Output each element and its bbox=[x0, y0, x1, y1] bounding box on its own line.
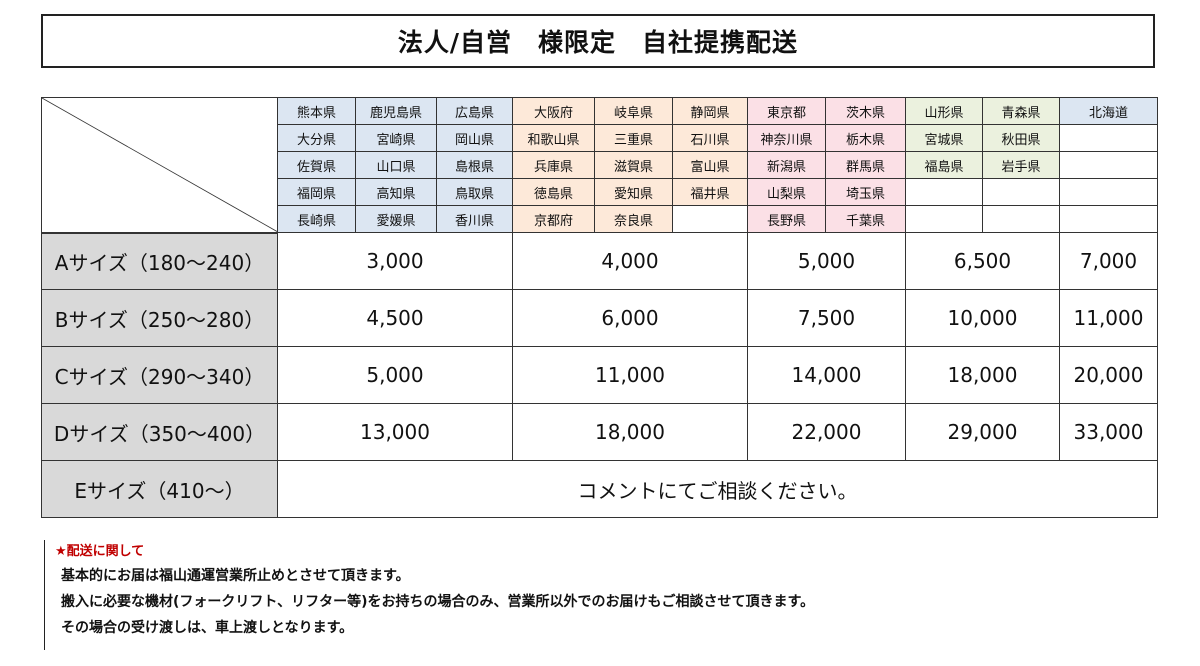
price-cell: 11,000 bbox=[1059, 289, 1158, 347]
prefecture-cell: 宮崎県 bbox=[355, 124, 437, 152]
prefecture-cell: 長崎県 bbox=[277, 205, 356, 233]
price-cell: 20,000 bbox=[1059, 346, 1158, 404]
prefecture-cell bbox=[982, 205, 1060, 233]
prefecture-cell: 福岡県 bbox=[277, 178, 356, 206]
price-cell: 11,000 bbox=[512, 346, 748, 404]
prefecture-cell: 佐賀県 bbox=[277, 151, 356, 179]
prefecture-cell: 山口県 bbox=[355, 151, 437, 179]
size-label: Aサイズ（180～240） bbox=[41, 232, 278, 290]
notes-line: 搬入に必要な機材(フォークリフト、リフター等)をお持ちの場合のみ、営業所以外での… bbox=[61, 594, 815, 610]
prefecture-cell: 福島県 bbox=[905, 151, 983, 179]
prefecture-cell: 東京都 bbox=[747, 97, 826, 125]
prefecture-cell: 香川県 bbox=[436, 205, 513, 233]
prefecture-cell: 茨木県 bbox=[825, 97, 906, 125]
prefecture-cell: 愛知県 bbox=[594, 178, 673, 206]
prefecture-cell bbox=[672, 205, 748, 233]
price-cell: 33,000 bbox=[1059, 403, 1158, 461]
prefecture-cell: 滋賀県 bbox=[594, 151, 673, 179]
prefecture-cell: 兵庫県 bbox=[512, 151, 595, 179]
prefecture-cell: 秋田県 bbox=[982, 124, 1060, 152]
prefecture-cell: 新潟県 bbox=[747, 151, 826, 179]
notes-line: その場合の受け渡しは、車上渡しとなります。 bbox=[61, 620, 354, 636]
prefecture-row: 熊本県 鹿児島県 広島県 大阪府 岐阜県 静岡県 東京都 茨木県 山形県 青森県 北海道 bbox=[41, 97, 1158, 234]
prefecture-cell bbox=[1059, 124, 1158, 152]
prefecture-cell: 栃木県 bbox=[825, 124, 906, 152]
price-cell: 18,000 bbox=[905, 346, 1060, 404]
prefecture-cell: 福井県 bbox=[672, 178, 748, 206]
price-cell: 4,500 bbox=[277, 289, 513, 347]
shipping-notes: ★配送に関して 基本的にお届は福山通運営業所止めとさせて頂きます。 搬入に必要な… bbox=[44, 540, 1044, 650]
price-cell: 13,000 bbox=[277, 403, 513, 461]
prefecture-cell: 群馬県 bbox=[825, 151, 906, 179]
prefecture-cell: 石川県 bbox=[672, 124, 748, 152]
prefecture-cell bbox=[982, 178, 1060, 206]
price-cell: 6,000 bbox=[512, 289, 748, 347]
prefecture-cell: 島根県 bbox=[436, 151, 513, 179]
prefecture-cell: 大阪府 bbox=[512, 97, 595, 125]
prefecture-cell: 和歌山県 bbox=[512, 124, 595, 152]
prefecture-cell: 三重県 bbox=[594, 124, 673, 152]
prefecture-cell: 岐阜県 bbox=[594, 97, 673, 125]
prefecture-cell: 千葉県 bbox=[825, 205, 906, 233]
diagonal-divider bbox=[42, 98, 277, 232]
price-cell: 29,000 bbox=[905, 403, 1060, 461]
prefecture-cell: 神奈川県 bbox=[747, 124, 826, 152]
size-label: Eサイズ（410～） bbox=[41, 460, 278, 518]
price-cell: 7,000 bbox=[1059, 232, 1158, 290]
prefecture-cell: 埼玉県 bbox=[825, 178, 906, 206]
prefecture-cell: 鳥取県 bbox=[436, 178, 513, 206]
price-cell: 3,000 bbox=[277, 232, 513, 290]
prefecture-cell: 愛媛県 bbox=[355, 205, 437, 233]
price-cell: 4,000 bbox=[512, 232, 748, 290]
size-row: Cサイズ（290～340） 5,000 11,000 14,000 18,000 20,0… bbox=[41, 346, 1158, 404]
size-label: Cサイズ（290～340） bbox=[41, 346, 278, 404]
notes-heading: ★配送に関して bbox=[55, 544, 145, 559]
prefecture-cell: 青森県 bbox=[982, 97, 1060, 125]
prefecture-cell: 山形県 bbox=[905, 97, 983, 125]
size-label: Bサイズ（250～280） bbox=[41, 289, 278, 347]
prefecture-cell bbox=[1059, 178, 1158, 206]
prefecture-cell bbox=[905, 178, 983, 206]
corner-cell bbox=[41, 97, 278, 234]
prefecture-cell: 岡山県 bbox=[436, 124, 513, 152]
prefecture-cell: 宮城県 bbox=[905, 124, 983, 152]
prefecture-cell bbox=[905, 205, 983, 233]
prefecture-cell: 静岡県 bbox=[672, 97, 748, 125]
size-row: Aサイズ（180～240） 3,000 4,000 5,000 6,500 7,000 bbox=[41, 232, 1158, 290]
prefecture-row: 大分県 宮崎県 岡山県 和歌山県 三重県 石川県 神奈川県 栃木県 宮城県 秋田県 bbox=[42, 124, 1158, 152]
prefecture-cell: 奈良県 bbox=[594, 205, 673, 233]
notes-line: 基本的にお届は福山通運営業所止めとさせて頂きます。 bbox=[61, 568, 410, 584]
price-cell: 7,500 bbox=[747, 289, 906, 347]
size-row: Eサイズ（410～） コメントにてご相談ください。 bbox=[41, 460, 1158, 518]
prefecture-row: 福岡県 高知県 鳥取県 徳島県 愛知県 福井県 山梨県 埼玉県 bbox=[42, 178, 1158, 206]
prefecture-cell bbox=[1059, 151, 1158, 179]
size-row: Bサイズ（250～280） 4,500 6,000 7,500 10,000 11,000 bbox=[41, 289, 1158, 347]
price-cell: 5,000 bbox=[277, 346, 513, 404]
prefecture-cell: 熊本県 bbox=[277, 97, 356, 125]
price-cell: 18,000 bbox=[512, 403, 748, 461]
prefecture-cell: 徳島県 bbox=[512, 178, 595, 206]
prefecture-cell: 岩手県 bbox=[982, 151, 1060, 179]
size-label: Dサイズ（350～400） bbox=[41, 403, 278, 461]
prefecture-cell: 長野県 bbox=[747, 205, 826, 233]
page-title: 法人/自営 様限定 自社提携配送 bbox=[41, 14, 1155, 68]
prefecture-cell bbox=[1059, 205, 1158, 233]
prefecture-cell: 高知県 bbox=[355, 178, 437, 206]
consult-note: コメントにてご相談ください。 bbox=[277, 460, 1158, 518]
price-cell: 5,000 bbox=[747, 232, 906, 290]
prefecture-cell: 鹿児島県 bbox=[355, 97, 437, 125]
prefecture-cell: 広島県 bbox=[436, 97, 513, 125]
prefecture-cell: 山梨県 bbox=[747, 178, 826, 206]
price-cell: 6,500 bbox=[905, 232, 1060, 290]
prefecture-cell: 富山県 bbox=[672, 151, 748, 179]
price-cell: 10,000 bbox=[905, 289, 1060, 347]
size-row: Dサイズ（350～400） 13,000 18,000 22,000 29,000 33,… bbox=[41, 403, 1158, 461]
price-cell: 22,000 bbox=[747, 403, 906, 461]
shipping-rate-table: 熊本県 鹿児島県 広島県 大阪府 岐阜県 静岡県 東京都 茨木県 山形県 青森県 北海道 大分県 宮崎県… bbox=[41, 97, 1158, 518]
prefecture-cell: 京都府 bbox=[512, 205, 595, 233]
price-cell: 14,000 bbox=[747, 346, 906, 404]
prefecture-cell: 北海道 bbox=[1059, 97, 1158, 125]
prefecture-cell: 大分県 bbox=[277, 124, 356, 152]
